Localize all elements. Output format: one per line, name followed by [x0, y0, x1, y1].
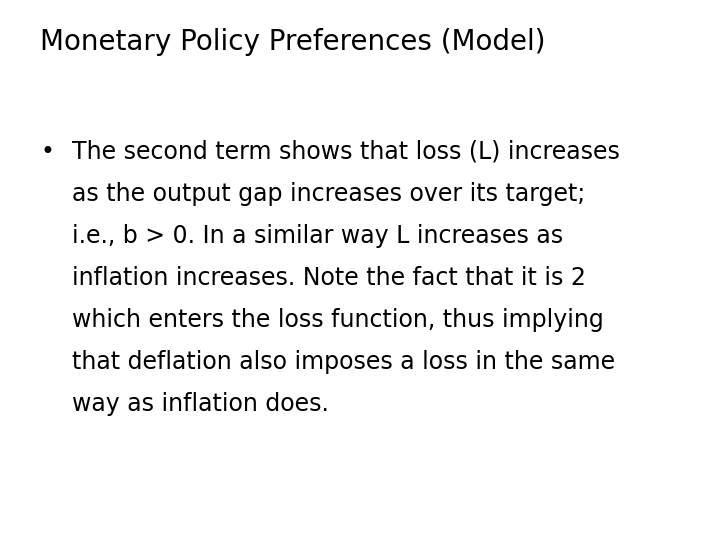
- Text: as the output gap increases over its target;: as the output gap increases over its tar…: [72, 182, 585, 206]
- Text: which enters the loss function, thus implying: which enters the loss function, thus imp…: [72, 308, 604, 332]
- Text: i.e., b > 0. In a similar way L increases as: i.e., b > 0. In a similar way L increase…: [72, 224, 563, 248]
- Text: that deflation also imposes a loss in the same: that deflation also imposes a loss in th…: [72, 350, 615, 374]
- Text: inflation increases. Note the fact that it is 2: inflation increases. Note the fact that …: [72, 266, 586, 290]
- Text: The second term shows that loss (L) increases: The second term shows that loss (L) incr…: [72, 140, 620, 164]
- Text: Monetary Policy Preferences (Model): Monetary Policy Preferences (Model): [40, 28, 546, 56]
- Text: way as inflation does.: way as inflation does.: [72, 392, 329, 416]
- Text: •: •: [40, 140, 54, 164]
